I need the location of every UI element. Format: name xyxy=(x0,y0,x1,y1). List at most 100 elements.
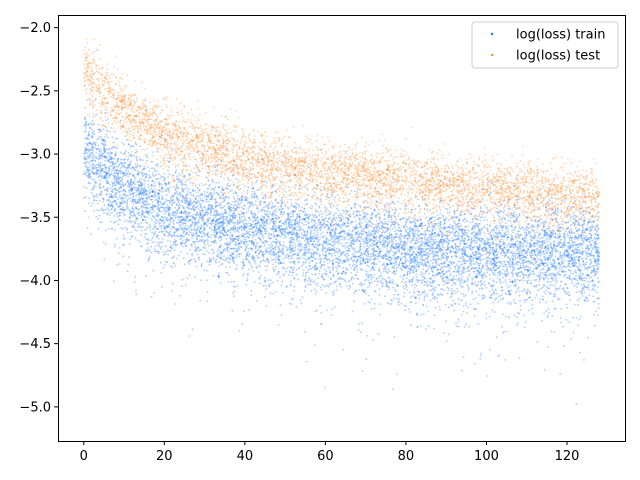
scatter-point-test xyxy=(562,169,565,172)
scatter-point-test xyxy=(591,183,594,186)
scatter-point-test xyxy=(334,159,337,162)
scatter-point-test xyxy=(163,97,165,99)
scatter-point-test xyxy=(159,127,162,130)
scatter-point-test xyxy=(261,167,264,170)
scatter-point-test xyxy=(301,151,304,154)
scatter-point-test xyxy=(209,146,212,149)
scatter-point-test xyxy=(153,130,156,133)
scatter-point-test xyxy=(132,98,135,101)
scatter-point-test xyxy=(462,188,465,191)
scatter-point-test xyxy=(523,174,526,176)
scatter-point-test xyxy=(418,180,421,183)
scatter-point-test xyxy=(560,208,562,211)
scatter-point-test xyxy=(515,201,518,204)
scatter-point-test xyxy=(215,149,218,151)
scatter-point-test xyxy=(342,150,345,153)
scatter-point-test xyxy=(94,64,97,66)
scatter-point-test xyxy=(565,198,568,201)
scatter-point-test xyxy=(92,58,95,61)
scatter-point-test xyxy=(314,165,316,167)
scatter-point-test xyxy=(299,146,301,149)
scatter-point-test xyxy=(360,180,363,183)
scatter-point-test xyxy=(359,160,362,163)
scatter-point-test xyxy=(408,157,411,160)
scatter-point-test xyxy=(425,188,428,191)
scatter-point-test xyxy=(554,172,557,175)
scatter-point-test xyxy=(432,177,434,180)
scatter-point-test xyxy=(165,165,168,168)
scatter-point-test xyxy=(522,163,525,166)
scatter-point-test xyxy=(502,175,505,177)
scatter-point-test xyxy=(504,177,507,179)
scatter-point-test xyxy=(118,113,120,115)
scatter-point-test xyxy=(469,153,471,156)
scatter-point-test xyxy=(267,161,270,164)
scatter-point-test xyxy=(208,140,210,143)
scatter-point-test xyxy=(227,131,230,134)
scatter-point-test xyxy=(470,156,472,159)
scatter-point-test xyxy=(160,109,163,112)
scatter-point-test xyxy=(570,196,573,199)
scatter-point-test xyxy=(383,182,386,185)
scatter-point-test xyxy=(404,154,406,157)
scatter-point-test xyxy=(466,163,468,166)
scatter-point-test xyxy=(492,159,494,162)
scatter-point-test xyxy=(107,122,110,125)
scatter-point-test xyxy=(401,189,403,192)
scatter-point-test xyxy=(262,168,265,170)
scatter-point-test xyxy=(375,195,377,198)
scatter-point-test xyxy=(528,167,531,170)
scatter-point-test xyxy=(264,175,267,178)
scatter-point-test xyxy=(138,106,141,109)
scatter-point-test xyxy=(165,96,168,98)
scatter-point-test xyxy=(346,221,349,224)
scatter-point-test xyxy=(497,198,500,201)
scatter-point-test xyxy=(408,189,411,192)
scatter-point-test xyxy=(263,157,266,160)
scatter-point-test xyxy=(179,132,182,135)
scatter-point-test xyxy=(177,154,180,157)
scatter-point-test xyxy=(308,140,310,143)
scatter-point-test xyxy=(197,107,200,110)
scatter-point-test xyxy=(371,175,374,178)
scatter-point-test xyxy=(123,100,126,103)
scatter-point-test xyxy=(435,166,438,169)
scatter-point-test xyxy=(445,196,448,199)
scatter-point-test xyxy=(534,208,536,210)
scatter-point-test xyxy=(173,155,176,158)
scatter-point-test xyxy=(178,146,181,149)
scatter-point-test xyxy=(86,59,89,62)
scatter-point-test xyxy=(460,180,463,183)
scatter-point-test xyxy=(530,181,532,184)
scatter-point-test xyxy=(293,170,295,173)
scatter-point-test xyxy=(112,127,115,129)
scatter-point-test xyxy=(517,203,519,206)
scatter-point-test xyxy=(462,197,464,200)
scatter-point-test xyxy=(448,167,450,170)
scatter-point-test xyxy=(85,92,88,95)
scatter-point-test xyxy=(253,173,256,176)
scatter-point-test xyxy=(299,177,301,180)
scatter-point-test xyxy=(521,145,524,148)
scatter-point-test xyxy=(223,153,226,156)
scatter-point-test xyxy=(283,174,285,177)
scatter-point-test xyxy=(456,188,458,190)
scatter-point-test xyxy=(418,193,421,196)
scatter-point-test xyxy=(382,184,385,187)
scatter-point-test xyxy=(150,137,153,140)
scatter-point-test xyxy=(151,134,154,137)
scatter-point-test xyxy=(376,182,379,185)
scatter-point-test xyxy=(92,113,95,115)
scatter-point-test xyxy=(372,161,375,163)
scatter-point-test xyxy=(495,198,498,201)
scatter-point-test xyxy=(360,136,363,139)
scatter-point-test xyxy=(248,154,251,157)
scatter-point-test xyxy=(374,167,376,170)
scatter-point-test xyxy=(175,120,177,123)
scatter-point-test xyxy=(273,142,276,144)
scatter-point-test xyxy=(333,189,336,192)
scatter-point-test xyxy=(182,165,185,167)
scatter-point-test xyxy=(394,187,397,190)
scatter-point-test xyxy=(125,131,128,134)
scatter-point-test xyxy=(236,162,238,165)
